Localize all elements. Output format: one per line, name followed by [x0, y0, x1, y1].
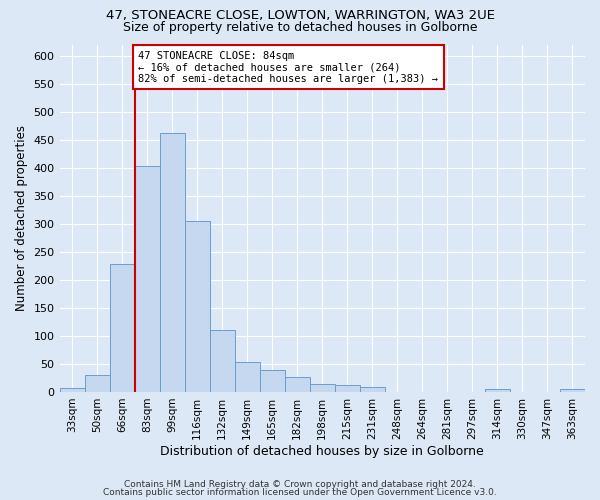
Bar	[360, 388, 385, 392]
Text: Contains HM Land Registry data © Crown copyright and database right 2024.: Contains HM Land Registry data © Crown c…	[124, 480, 476, 489]
X-axis label: Distribution of detached houses by size in Golborne: Distribution of detached houses by size …	[160, 444, 484, 458]
Bar	[260, 370, 285, 392]
Y-axis label: Number of detached properties: Number of detached properties	[15, 126, 28, 312]
Bar	[110, 264, 134, 392]
Bar	[335, 385, 360, 392]
Bar	[160, 133, 185, 392]
Bar	[209, 330, 235, 392]
Bar	[310, 384, 335, 392]
Text: 47 STONEACRE CLOSE: 84sqm
← 16% of detached houses are smaller (264)
82% of semi: 47 STONEACRE CLOSE: 84sqm ← 16% of detac…	[139, 50, 439, 84]
Bar	[85, 375, 110, 392]
Bar	[235, 362, 260, 392]
Bar	[185, 222, 209, 392]
Bar	[59, 388, 85, 392]
Text: Size of property relative to detached houses in Golborne: Size of property relative to detached ho…	[123, 21, 477, 34]
Text: 47, STONEACRE CLOSE, LOWTON, WARRINGTON, WA3 2UE: 47, STONEACRE CLOSE, LOWTON, WARRINGTON,…	[106, 9, 494, 22]
Bar	[485, 389, 510, 392]
Bar	[134, 166, 160, 392]
Bar	[285, 378, 310, 392]
Text: Contains public sector information licensed under the Open Government Licence v3: Contains public sector information licen…	[103, 488, 497, 497]
Bar	[560, 389, 585, 392]
